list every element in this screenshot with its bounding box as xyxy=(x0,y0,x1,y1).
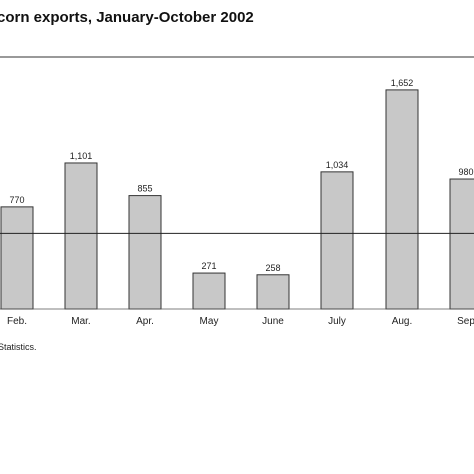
value-label: 1,652 xyxy=(391,78,414,88)
category-label: Feb. xyxy=(7,316,27,327)
value-label: 271 xyxy=(201,261,216,271)
category-label: Sep xyxy=(457,316,474,327)
bar-aug xyxy=(385,89,419,310)
value-label: 980 xyxy=(458,167,473,177)
value-label: 258 xyxy=(265,263,280,273)
bar-apr xyxy=(128,195,162,310)
bar-sep xyxy=(449,178,474,310)
chart-title: corn exports, January-October 2002 xyxy=(0,9,254,26)
category-label: May xyxy=(200,316,219,327)
source-note: Statistics. xyxy=(0,342,37,352)
bar-mar xyxy=(64,162,98,310)
value-label: 1,034 xyxy=(326,160,349,170)
value-label: 855 xyxy=(137,184,152,194)
category-label: July xyxy=(328,316,346,327)
bar-feb xyxy=(0,206,34,310)
category-labels-group: Feb. Mar. Apr. May June July Aug. Sep xyxy=(7,316,474,327)
category-label: Aug. xyxy=(392,316,413,327)
value-label: 770 xyxy=(9,195,24,205)
category-label: June xyxy=(262,316,284,327)
bar-june xyxy=(256,274,290,310)
value-label: 1,101 xyxy=(70,151,93,161)
bar-july xyxy=(320,171,354,310)
category-label: Mar. xyxy=(71,316,90,327)
bars-group xyxy=(0,89,474,310)
value-labels-group: 770 1,101 855 271 258 1,034 1,652 980 xyxy=(9,78,473,273)
bar-may xyxy=(192,272,226,310)
category-label: Apr. xyxy=(136,316,154,327)
